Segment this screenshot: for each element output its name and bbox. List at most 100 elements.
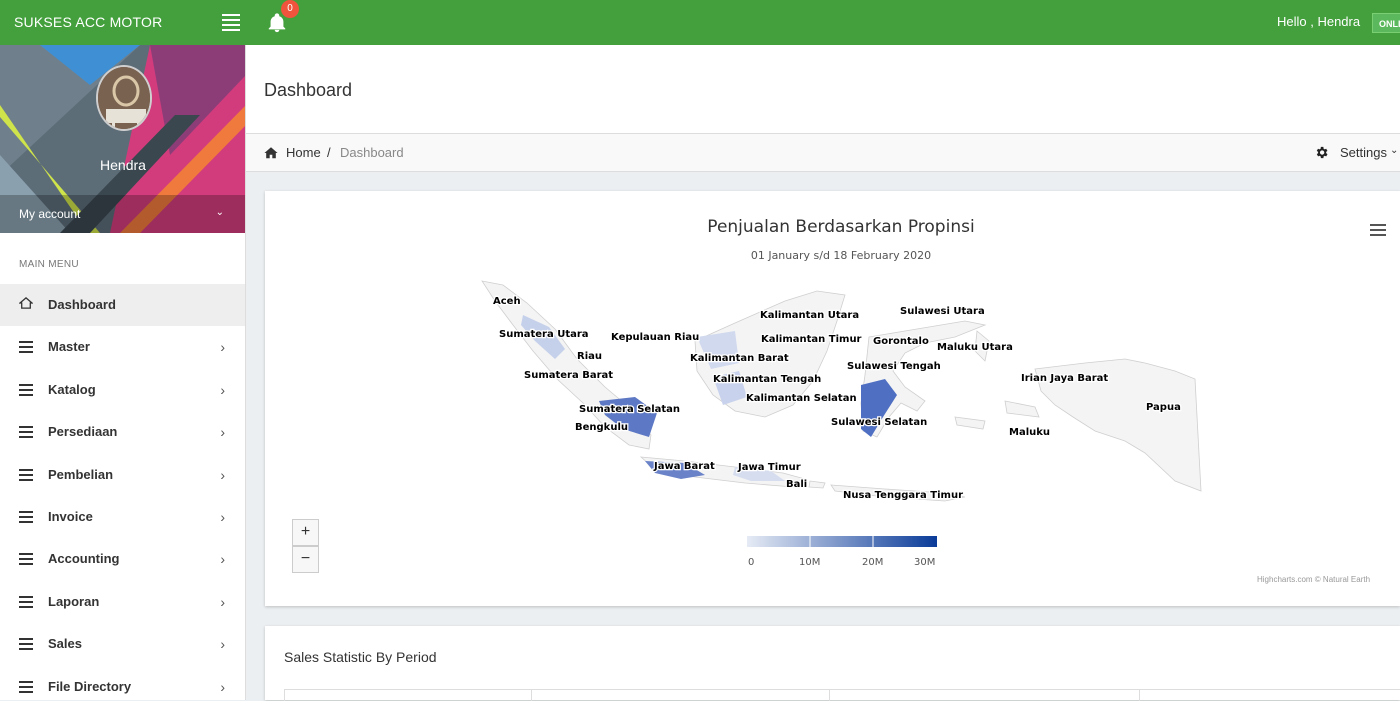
gear-icon[interactable] bbox=[1314, 145, 1329, 160]
province-label: Kalimantan Utara bbox=[760, 310, 859, 321]
list-icon bbox=[19, 510, 33, 523]
province-label: Maluku Utara bbox=[937, 342, 1013, 353]
sidebar: Hendra My account ⌄ MAIN MENU Dashboard … bbox=[0, 45, 246, 700]
sidebar-item-label: Pembelian bbox=[48, 466, 114, 482]
sidebar-item-invoice[interactable]: Invoice › bbox=[0, 496, 245, 538]
breadcrumb-home-link[interactable]: Home bbox=[286, 145, 321, 160]
province-label: Jawa Barat bbox=[653, 461, 715, 472]
sidebar-item-label: Master bbox=[48, 339, 90, 355]
province-label: Sumatera Selatan bbox=[579, 404, 680, 415]
sales-card-title: Sales Statistic By Period bbox=[284, 649, 437, 665]
avatar[interactable] bbox=[96, 65, 152, 131]
list-icon bbox=[19, 680, 33, 693]
legend-tick: 30M bbox=[914, 557, 935, 568]
top-navbar: SUKSES ACC MOTOR 0 Hello , Hendra ONLI bbox=[0, 0, 1400, 45]
my-account-dropdown[interactable]: My account ⌄ bbox=[0, 195, 245, 233]
province-label: Maluku bbox=[1009, 427, 1050, 438]
province-label: Papua bbox=[1146, 402, 1181, 413]
sidebar-item-katalog[interactable]: Katalog › bbox=[0, 369, 245, 411]
sidebar-item-label: Persediaan bbox=[48, 424, 118, 440]
zoom-out-button[interactable]: − bbox=[292, 546, 319, 573]
greeting-text[interactable]: Hello , Hendra bbox=[1277, 14, 1361, 29]
province-label: Kepulauan Riau bbox=[611, 332, 699, 343]
province-label: Irian Jaya Barat bbox=[1021, 373, 1108, 384]
chevron-right-icon: › bbox=[220, 551, 225, 568]
list-icon bbox=[19, 426, 33, 439]
province-label: Gorontalo bbox=[873, 336, 929, 347]
sidebar-item-label: Dashboard bbox=[48, 297, 116, 312]
brand-name[interactable]: SUKSES ACC MOTOR bbox=[14, 14, 163, 30]
chart-title: Penjualan Berdasarkan Propinsi bbox=[707, 217, 975, 237]
chevron-down-icon: ⌄ bbox=[1390, 145, 1399, 156]
sidebar-item-label: Invoice bbox=[48, 508, 93, 524]
profile-username: Hendra bbox=[100, 157, 146, 173]
legend-tick: 0 bbox=[748, 557, 754, 568]
notification-badge: 0 bbox=[281, 0, 299, 18]
province-label: Nusa Tenggara Timur bbox=[843, 490, 963, 501]
province-label: Sumatera Utara bbox=[499, 329, 589, 340]
home-icon bbox=[19, 297, 33, 309]
province-label: Jawa Timur bbox=[737, 462, 801, 473]
province-label: Sumatera Barat bbox=[524, 370, 613, 381]
sidebar-item-sales[interactable]: Sales › bbox=[0, 623, 245, 665]
chevron-right-icon: › bbox=[220, 678, 225, 695]
chart-credits-link[interactable]: Highcharts.com © Natural Earth bbox=[1257, 575, 1371, 584]
list-icon bbox=[19, 638, 33, 651]
sales-table bbox=[284, 689, 1400, 701]
profile-panel: Hendra My account ⌄ bbox=[0, 45, 245, 233]
sidebar-item-label: Sales bbox=[48, 636, 82, 652]
list-icon bbox=[19, 468, 33, 481]
menu-section-header: MAIN MENU bbox=[19, 259, 79, 270]
province-label: Sulawesi Selatan bbox=[831, 417, 927, 428]
chart-subtitle: 01 January s/d 18 February 2020 bbox=[750, 249, 932, 262]
chevron-right-icon: › bbox=[220, 636, 225, 653]
chevron-right-icon: › bbox=[220, 424, 225, 441]
province-label: Bali bbox=[786, 479, 807, 490]
settings-button[interactable]: Settings bbox=[1340, 145, 1387, 160]
sidebar-toggle-icon[interactable] bbox=[222, 14, 240, 31]
legend-ticks: 0 10M 20M 30M bbox=[748, 557, 935, 568]
sidebar-item-accounting[interactable]: Accounting › bbox=[0, 538, 245, 580]
my-account-label: My account bbox=[19, 207, 81, 221]
chevron-right-icon: › bbox=[220, 381, 225, 398]
sidebar-item-label: Laporan bbox=[48, 593, 100, 609]
page-title: Dashboard bbox=[264, 80, 353, 100]
color-legend-bar bbox=[747, 536, 937, 547]
chevron-right-icon: › bbox=[220, 466, 225, 483]
indonesia-map[interactable]: Aceh Sumatera Utara Riau Sumatera Barat … bbox=[265, 191, 1400, 606]
sidebar-item-laporan[interactable]: Laporan › bbox=[0, 581, 245, 623]
sidebar-item-label: Katalog bbox=[48, 381, 96, 397]
breadcrumb: Home / Dashboard Settings ⌄ bbox=[246, 134, 1400, 172]
province-label: Bengkulu bbox=[575, 422, 628, 433]
sidebar-item-file-directory[interactable]: File Directory › bbox=[0, 666, 245, 700]
breadcrumb-current: Dashboard bbox=[340, 145, 404, 160]
province-label: Sulawesi Utara bbox=[900, 306, 985, 317]
province-label: Riau bbox=[577, 351, 602, 362]
sidebar-item-pembelian[interactable]: Pembelian › bbox=[0, 454, 245, 496]
sidebar-item-persediaan[interactable]: Persediaan › bbox=[0, 411, 245, 453]
province-fills bbox=[521, 315, 897, 481]
chevron-down-icon: ⌄ bbox=[215, 207, 224, 218]
home-icon[interactable] bbox=[264, 146, 278, 159]
chevron-right-icon: › bbox=[220, 593, 225, 610]
legend-tick: 20M bbox=[862, 557, 883, 568]
zoom-in-button[interactable]: + bbox=[292, 519, 319, 546]
province-label: Kalimantan Selatan bbox=[746, 393, 857, 404]
province-label: Kalimantan Timur bbox=[761, 334, 862, 345]
sidebar-item-master[interactable]: Master › bbox=[0, 326, 245, 368]
list-icon bbox=[19, 553, 33, 566]
sales-statistic-card: Sales Statistic By Period bbox=[265, 626, 1400, 701]
bell-icon[interactable] bbox=[266, 12, 288, 34]
content-header: Dashboard bbox=[246, 45, 1400, 134]
province-label: Aceh bbox=[493, 296, 521, 307]
list-icon bbox=[19, 595, 33, 608]
sidebar-item-label: Accounting bbox=[48, 551, 120, 567]
chart-export-menu-icon[interactable] bbox=[1370, 224, 1386, 238]
province-labels: Aceh Sumatera Utara Riau Sumatera Barat … bbox=[492, 295, 1182, 503]
sidebar-item-dashboard[interactable]: Dashboard bbox=[0, 284, 245, 327]
province-label: Kalimantan Tengah bbox=[713, 374, 821, 385]
province-label: Kalimantan Barat bbox=[690, 353, 789, 364]
province-sales-map-card: Aceh Sumatera Utara Riau Sumatera Barat … bbox=[265, 191, 1400, 606]
legend-tick: 10M bbox=[799, 557, 820, 568]
province-label: Sulawesi Tengah bbox=[847, 361, 941, 372]
